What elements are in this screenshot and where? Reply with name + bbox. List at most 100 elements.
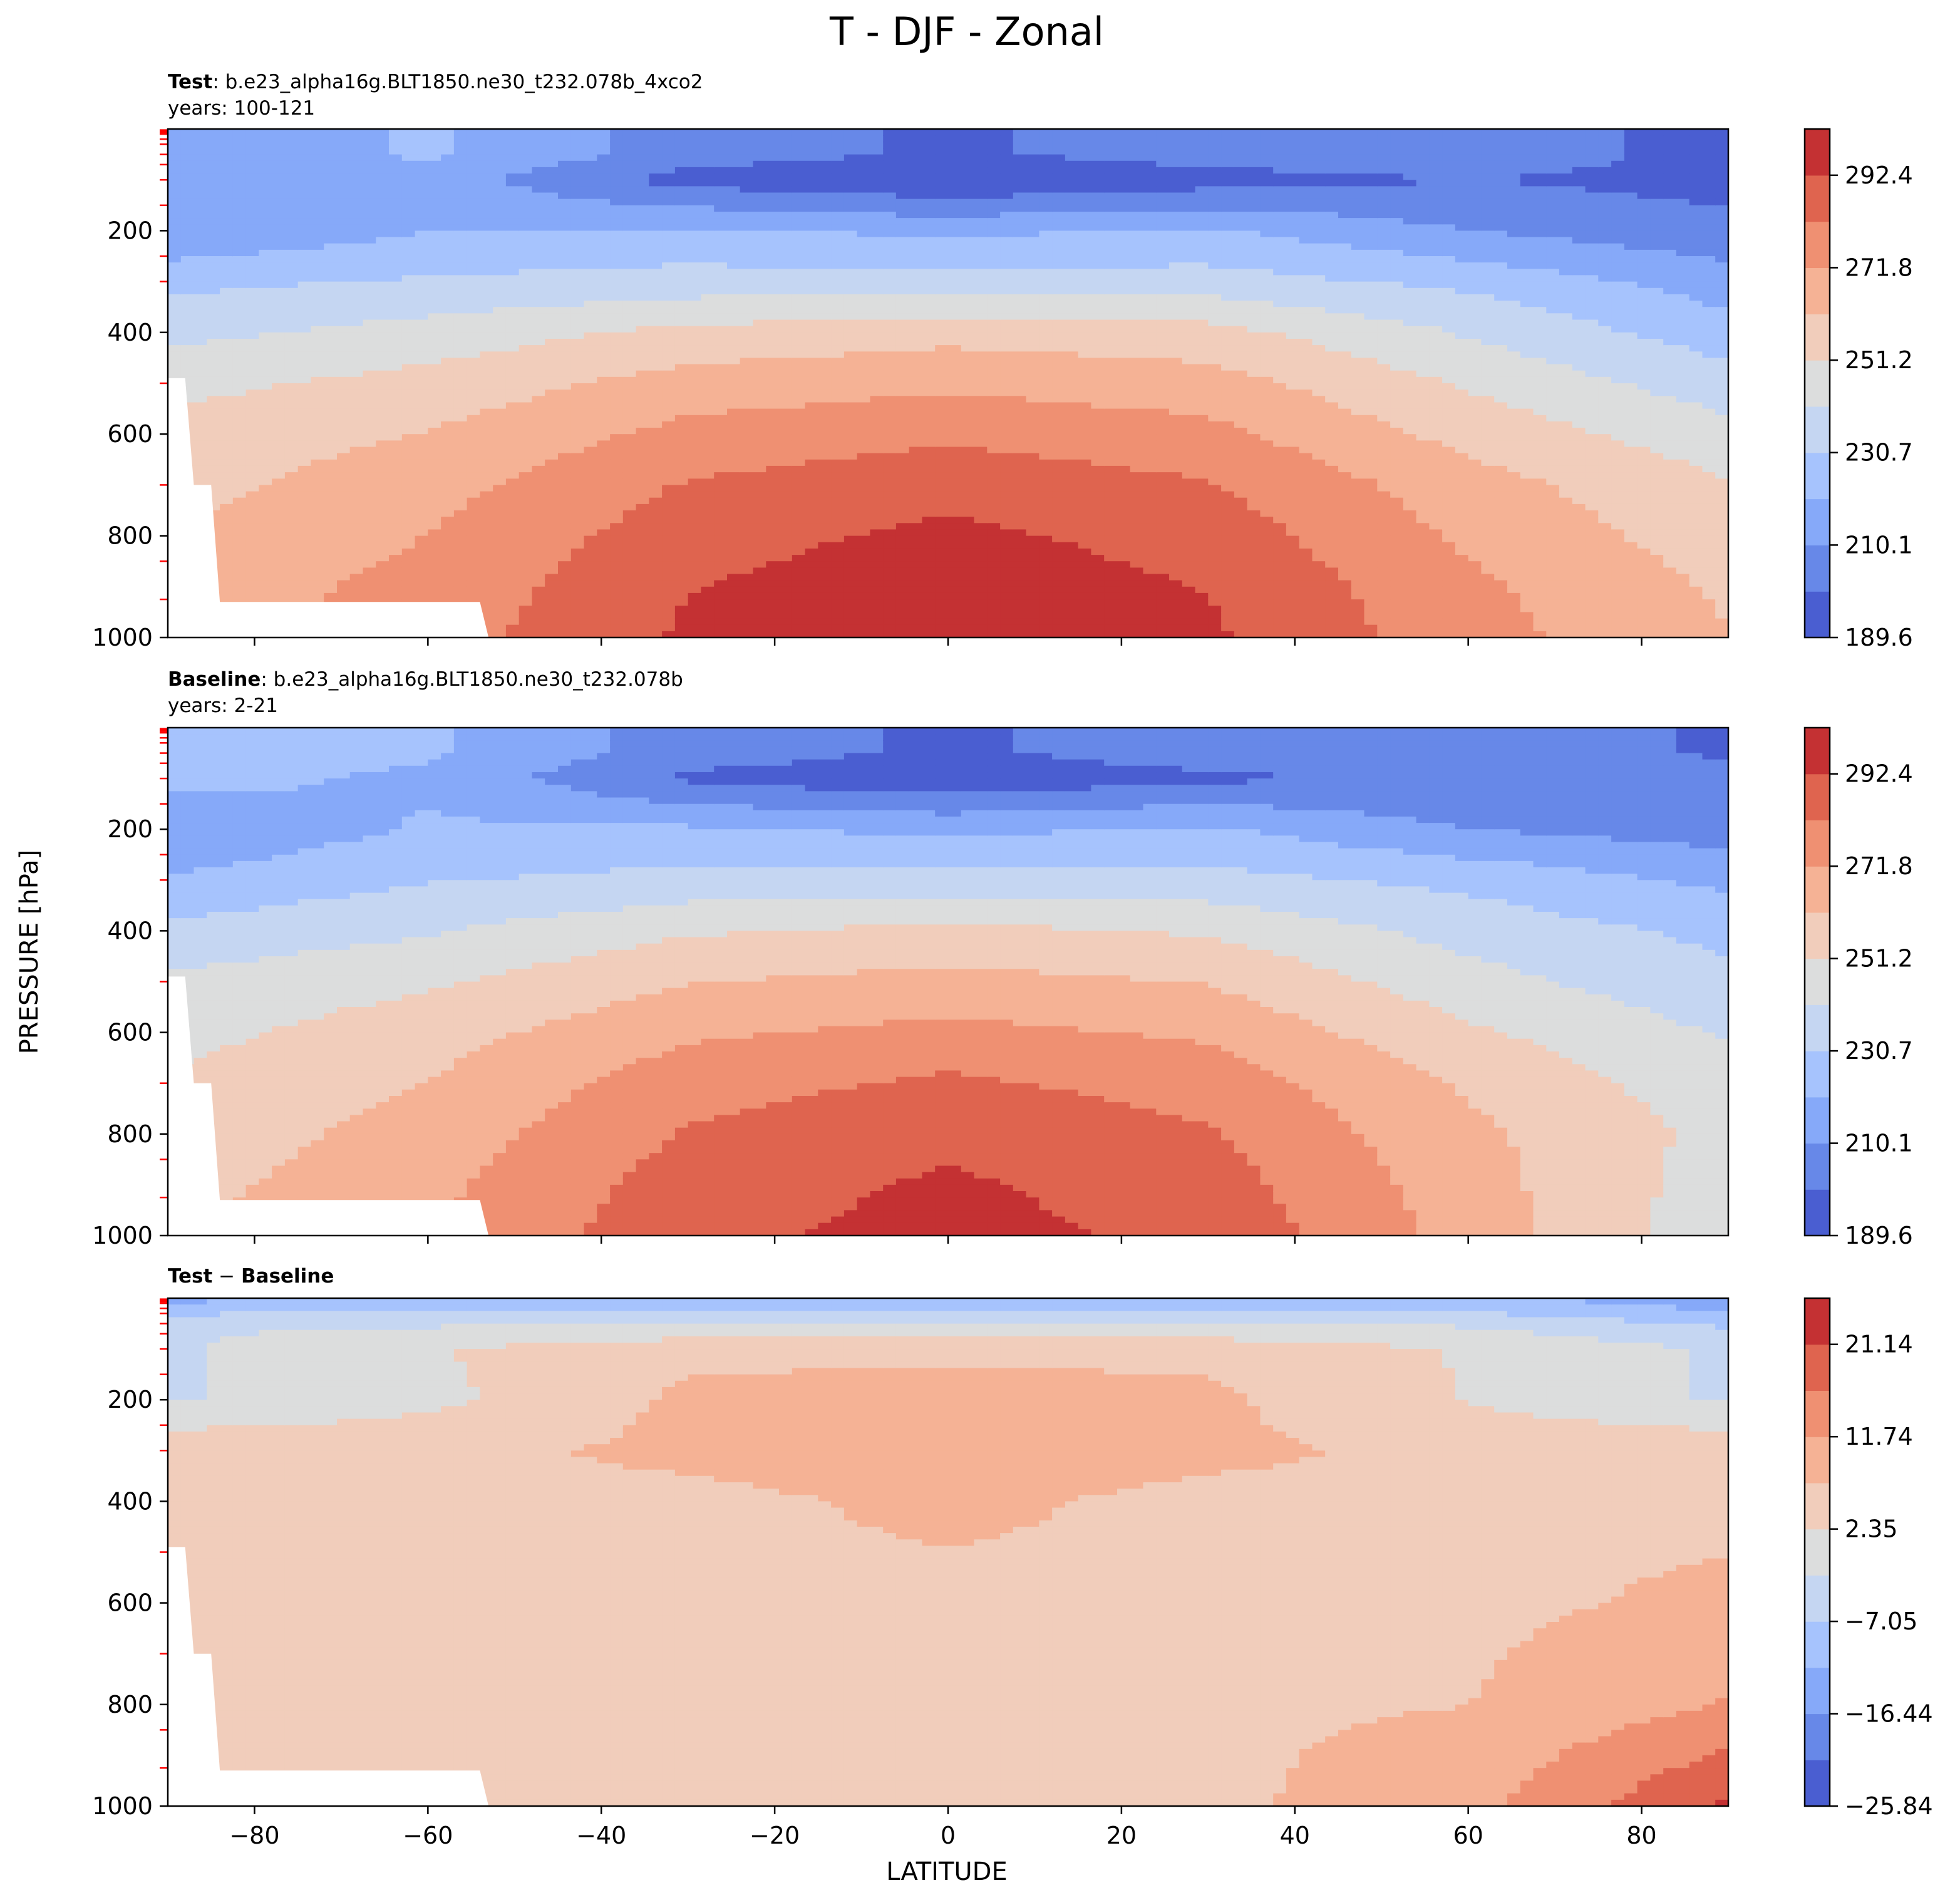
contour-cell xyxy=(220,434,234,441)
contour-cell xyxy=(518,294,533,301)
contour-cell xyxy=(857,358,871,365)
contour-cell xyxy=(349,332,364,339)
contour-cell xyxy=(805,345,819,353)
contour-cell xyxy=(245,192,260,200)
contour-cell xyxy=(363,535,377,543)
contour-cell xyxy=(974,186,988,194)
contour-cell xyxy=(297,301,312,307)
contour-cell xyxy=(843,440,858,448)
contour-cell xyxy=(883,383,897,390)
contour-cell xyxy=(727,542,741,549)
contour-cell xyxy=(324,205,338,212)
contour-cell xyxy=(389,396,403,403)
contour-cell xyxy=(532,205,546,212)
contour-cell xyxy=(493,173,507,180)
contour-cell xyxy=(441,421,455,428)
contour-cell xyxy=(284,567,299,575)
contour-cell xyxy=(622,294,637,301)
contour-cell xyxy=(297,180,312,187)
contour-cell xyxy=(441,224,455,232)
contour-cell xyxy=(389,212,403,219)
contour-cell xyxy=(662,548,676,555)
contour-cell xyxy=(895,326,910,333)
contour-cell xyxy=(779,230,793,238)
contour-cell xyxy=(349,160,364,168)
contour-cell xyxy=(831,517,845,524)
contour-cell xyxy=(688,618,702,626)
contour-cell xyxy=(441,160,455,168)
contour-cell xyxy=(545,281,559,289)
contour-cell xyxy=(870,459,884,467)
contour-cell xyxy=(284,415,299,422)
contour-cell xyxy=(636,618,650,626)
contour-cell xyxy=(792,606,806,613)
contour-cell xyxy=(453,243,468,250)
contour-cell xyxy=(363,390,377,396)
contour-cell xyxy=(597,624,611,632)
contour-cell xyxy=(349,205,364,212)
contour-cell xyxy=(895,503,910,511)
contour-cell xyxy=(610,542,624,549)
contour-cell xyxy=(674,592,689,600)
contour-cell xyxy=(453,180,468,187)
contour-cell xyxy=(545,262,559,270)
contour-cell xyxy=(857,301,871,307)
contour-cell xyxy=(740,415,754,422)
contour-cell xyxy=(453,269,468,276)
contour-cell xyxy=(207,281,220,289)
contour-cell xyxy=(935,294,949,301)
contour-cell xyxy=(259,542,272,549)
contour-cell xyxy=(220,453,234,460)
contour-cell xyxy=(401,212,416,219)
contour-cell xyxy=(727,180,741,187)
contour-cell xyxy=(545,408,559,416)
contour-cell xyxy=(401,135,416,143)
contour-cell xyxy=(649,249,663,257)
contour-cell xyxy=(363,218,377,225)
contour-cell xyxy=(766,294,780,301)
contour-cell xyxy=(558,523,572,530)
contour-cell xyxy=(662,313,676,321)
contour-cell xyxy=(649,294,663,301)
contour-cell xyxy=(428,180,441,187)
contour-cell xyxy=(714,167,728,174)
contour-cell xyxy=(363,478,377,486)
contour-cell xyxy=(922,135,936,143)
contour-cell xyxy=(740,478,754,486)
contour-cell xyxy=(674,180,689,187)
contour-cell xyxy=(493,567,507,575)
contour-cell xyxy=(662,396,676,403)
contour-cell xyxy=(401,180,416,187)
contour-cell xyxy=(284,383,299,390)
contour-cell xyxy=(311,402,324,410)
contour-cell xyxy=(532,218,546,225)
contour-cell xyxy=(857,561,871,569)
contour-cell xyxy=(441,262,455,270)
contour-cell xyxy=(843,510,858,517)
contour-cell xyxy=(909,205,923,212)
contour-cell xyxy=(467,440,481,448)
contour-cell xyxy=(570,326,585,333)
contour-cell xyxy=(168,307,182,314)
contour-cell xyxy=(532,548,546,555)
contour-cell xyxy=(622,618,637,626)
contour-cell xyxy=(558,262,572,270)
contour-cell xyxy=(505,402,520,410)
contour-cell xyxy=(922,319,936,327)
contour-cell xyxy=(532,345,546,353)
contour-cell xyxy=(518,440,533,448)
contour-cell xyxy=(337,485,351,492)
contour-cell xyxy=(610,307,624,314)
contour-cell xyxy=(363,224,377,232)
contour-cell xyxy=(922,631,936,638)
contour-cell xyxy=(649,218,663,225)
contour-cell xyxy=(401,230,416,238)
contour-cell xyxy=(180,249,195,257)
contour-cell xyxy=(636,567,650,575)
contour-cell xyxy=(597,332,611,339)
contour-cell xyxy=(505,167,520,174)
contour-cell xyxy=(232,555,247,562)
contour-cell xyxy=(909,249,923,257)
contour-cell xyxy=(220,555,234,562)
contour-cell xyxy=(779,294,793,301)
